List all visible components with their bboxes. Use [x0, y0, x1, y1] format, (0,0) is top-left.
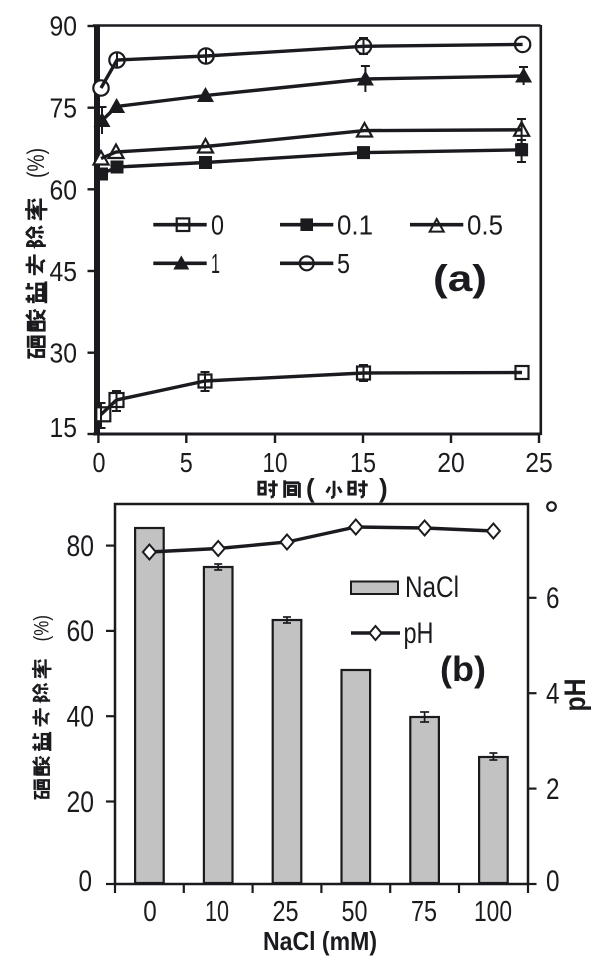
svg-text:(b): (b) [440, 650, 486, 689]
svg-text:40: 40 [67, 701, 95, 734]
svg-text:75: 75 [411, 896, 437, 928]
svg-text:NaCl: NaCl [405, 571, 459, 604]
svg-text:): ) [379, 473, 388, 503]
svg-text:10: 10 [205, 896, 229, 928]
svg-text:0.1: 0.1 [337, 210, 373, 241]
svg-text:0: 0 [143, 896, 157, 928]
svg-text:60: 60 [67, 615, 95, 648]
svg-text:100: 100 [474, 896, 512, 928]
svg-text:0: 0 [93, 447, 106, 478]
svg-text:30: 30 [50, 338, 78, 369]
svg-text:90: 90 [50, 11, 78, 42]
svg-text:pH: pH [404, 617, 434, 650]
svg-text:80: 80 [67, 530, 95, 563]
svg-text:0.5: 0.5 [467, 210, 503, 241]
svg-text:0: 0 [211, 210, 224, 241]
svg-text:45: 45 [50, 256, 78, 287]
svg-text:0: 0 [546, 865, 560, 898]
svg-text:5: 5 [337, 248, 350, 279]
svg-text:15: 15 [50, 412, 78, 443]
svg-text:60: 60 [50, 175, 78, 206]
svg-text:2: 2 [546, 773, 560, 806]
svg-text:20: 20 [67, 786, 95, 819]
svg-text:pH: pH [559, 679, 592, 712]
svg-text:4: 4 [546, 678, 560, 711]
svg-text:25: 25 [273, 896, 299, 928]
svg-text:50: 50 [342, 896, 368, 928]
svg-text:(: ( [306, 473, 315, 503]
svg-text:75: 75 [50, 93, 78, 124]
svg-text:NaCl (mM): NaCl (mM) [263, 926, 377, 956]
svg-text:6: 6 [546, 582, 560, 615]
svg-text:1: 1 [211, 248, 220, 279]
svg-text:0: 0 [79, 865, 93, 898]
svg-text:20: 20 [437, 447, 465, 478]
svg-text:(a): (a) [433, 258, 487, 299]
svg-text:25: 25 [525, 447, 553, 478]
svg-text:10: 10 [263, 447, 288, 478]
svg-text:5: 5 [180, 447, 193, 478]
svg-text:15: 15 [350, 447, 376, 478]
